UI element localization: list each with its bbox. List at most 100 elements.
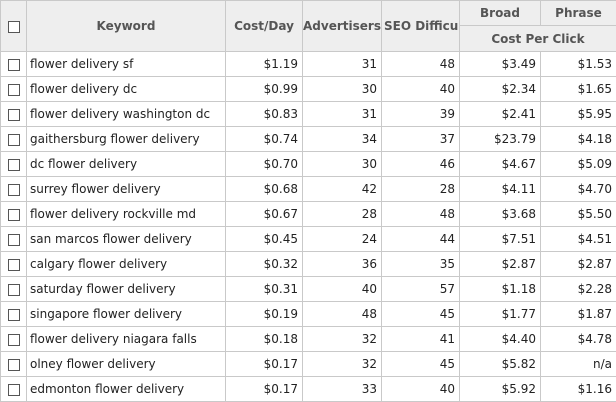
row-checkbox[interactable] [7,333,20,346]
keyword-cell: flower delivery niagara falls [26,326,226,352]
row-select-cell [0,126,27,152]
table-row[interactable]: calgary flower delivery $0.32 36 35 $2.87 $2.… [0,251,616,277]
table-row[interactable]: flower delivery dc $0.99 30 40 $2.34 $1.65 [0,76,616,102]
row-select-cell [0,276,27,302]
row-checkbox[interactable] [7,383,20,396]
cost-day-cell: $1.19 [225,51,303,77]
table-row[interactable]: surrey flower delivery $0.68 42 28 $4.11 $4.7… [0,176,616,202]
row-checkbox[interactable] [7,108,20,121]
row-checkbox[interactable] [7,133,20,146]
row-select-cell [0,201,27,227]
broad-cpc-cell: $5.82 [459,351,541,377]
select-all-cell [0,0,27,52]
advertisers-cell: 30 [302,151,382,177]
row-select-cell [0,76,27,102]
table-row[interactable]: olney flower delivery $0.17 32 45 $5.82 n/a [0,351,616,377]
column-header-advertisers[interactable]: Advertisers [302,0,382,52]
phrase-cpc-cell: $4.18 [540,126,616,152]
row-checkbox[interactable] [7,358,20,371]
phrase-cpc-cell: $5.09 [540,151,616,177]
row-checkbox[interactable] [7,183,20,196]
keyword-cell: saturday flower delivery [26,276,226,302]
row-checkbox[interactable] [7,258,20,271]
broad-cpc-cell: $2.34 [459,76,541,102]
row-checkbox[interactable] [7,283,20,296]
column-header-cost-day[interactable]: Cost/Day [225,0,303,52]
cost-day-cell: $0.17 [225,351,303,377]
table-row[interactable]: san marcos flower delivery $0.45 24 44 $7.51… [0,226,616,252]
row-checkbox[interactable] [7,58,20,71]
column-header-broad[interactable]: Broad [459,0,541,26]
row-checkbox[interactable] [7,208,20,221]
row-checkbox[interactable] [7,83,20,96]
row-select-cell [0,301,27,327]
advertisers-cell: 34 [302,126,382,152]
row-select-cell [0,176,27,202]
seo-difficulty-cell: 28 [381,176,460,202]
broad-cpc-cell: $4.40 [459,326,541,352]
broad-cpc-cell: $7.51 [459,226,541,252]
table-row[interactable]: singapore flower delivery $0.19 48 45 $1.77 $… [0,301,616,327]
phrase-cpc-cell: $1.65 [540,76,616,102]
phrase-cpc-cell: $2.87 [540,251,616,277]
advertisers-cell: 32 [302,326,382,352]
table-row[interactable]: flower delivery rockville md $0.67 28 48 $3.… [0,201,616,227]
column-header-keyword[interactable]: Keyword [26,0,226,52]
table-row[interactable]: flower delivery niagara falls $0.18 32 41 $4… [0,326,616,352]
keyword-cell: flower delivery washington dc [26,101,226,127]
broad-cpc-cell: $4.67 [459,151,541,177]
select-all-checkbox[interactable] [7,20,20,33]
seo-difficulty-cell: 37 [381,126,460,152]
cost-day-cell: $0.45 [225,226,303,252]
advertisers-cell: 48 [302,301,382,327]
table-row[interactable]: flower delivery washington dc $0.83 31 39 $2… [0,101,616,127]
broad-cpc-cell: $3.49 [459,51,541,77]
seo-difficulty-cell: 39 [381,101,460,127]
table-row[interactable]: flower delivery sf $1.19 31 48 $3.49 $1.53 [0,51,616,77]
phrase-cpc-cell: $5.95 [540,101,616,127]
keyword-cell: san marcos flower delivery [26,226,226,252]
cost-day-cell: $0.68 [225,176,303,202]
broad-cpc-cell: $3.68 [459,201,541,227]
advertisers-cell: 24 [302,226,382,252]
advertisers-cell: 32 [302,351,382,377]
row-checkbox[interactable] [7,158,20,171]
row-checkbox[interactable] [7,308,20,321]
row-select-cell [0,251,27,277]
table-row[interactable]: edmonton flower delivery $0.17 33 40 $5.92 $1… [0,376,616,402]
seo-difficulty-cell: 45 [381,351,460,377]
advertisers-cell: 40 [302,276,382,302]
column-header-phrase[interactable]: Phrase [540,0,616,26]
cost-day-cell: $0.70 [225,151,303,177]
row-select-cell [0,376,27,402]
keyword-cell: flower delivery dc [26,76,226,102]
table-row[interactable]: dc flower delivery $0.70 30 46 $4.67 $5.09 [0,151,616,177]
broad-cpc-cell: $2.87 [459,251,541,277]
table-row[interactable]: saturday flower delivery $0.31 40 57 $1.18 $2… [0,276,616,302]
row-select-cell [0,326,27,352]
row-select-cell [0,51,27,77]
advertisers-cell: 42 [302,176,382,202]
keyword-cell: edmonton flower delivery [26,376,226,402]
broad-cpc-cell: $23.79 [459,126,541,152]
phrase-cpc-cell: n/a [540,351,616,377]
column-header-seo-difficulty[interactable]: SEO Difficul [381,0,460,52]
seo-difficulty-cell: 40 [381,376,460,402]
table-row[interactable]: gaithersburg flower delivery $0.74 34 37 $23… [0,126,616,152]
column-group-cost-per-click: Cost Per Click [459,25,616,52]
seo-difficulty-cell: 44 [381,226,460,252]
keyword-cell: calgary flower delivery [26,251,226,277]
row-select-cell [0,226,27,252]
seo-difficulty-cell: 41 [381,326,460,352]
row-select-cell [0,351,27,377]
row-select-cell [0,151,27,177]
phrase-cpc-cell: $1.53 [540,51,616,77]
row-checkbox[interactable] [7,233,20,246]
cost-day-cell: $0.32 [225,251,303,277]
broad-cpc-cell: $4.11 [459,176,541,202]
cost-day-cell: $0.99 [225,76,303,102]
advertisers-cell: 33 [302,376,382,402]
cost-day-cell: $0.18 [225,326,303,352]
